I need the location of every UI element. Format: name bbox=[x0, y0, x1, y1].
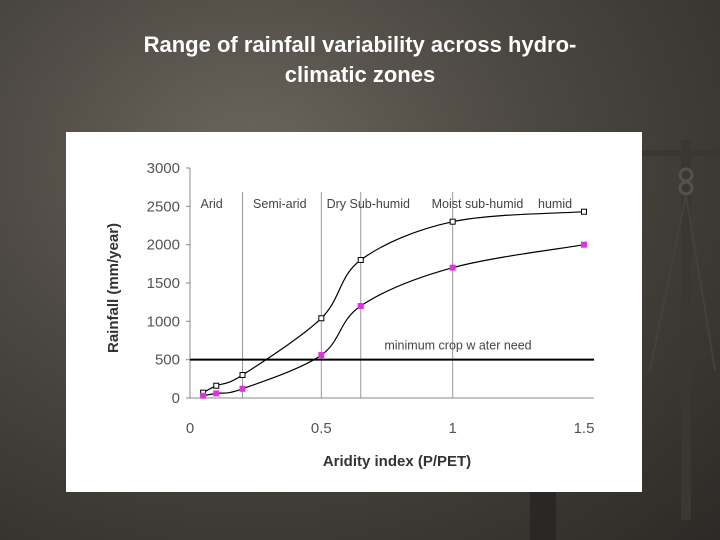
series-2-point bbox=[200, 392, 207, 399]
zone-label: humid bbox=[538, 197, 572, 211]
y-tick-label: 0 bbox=[172, 390, 180, 407]
x-axis-title: Aridity index (P/PET) bbox=[323, 453, 471, 470]
series-1-point bbox=[318, 315, 325, 322]
series-markers bbox=[200, 208, 587, 399]
y-tick-label: 500 bbox=[155, 352, 180, 369]
zone-boundary-lines bbox=[242, 192, 454, 398]
y-axis-title: Rainfall (mm/year) bbox=[105, 223, 122, 353]
x-tick-label: 1.5 bbox=[574, 420, 595, 437]
series-2-point bbox=[318, 352, 325, 359]
series-lines bbox=[202, 211, 585, 397]
reference-line-label: minimum crop w ater need bbox=[384, 339, 531, 353]
chart-panel: 0 500 1000 1500 2000 2500 3000 0 0.5 1 1.5 minimum … bbox=[66, 132, 642, 492]
series-1-point bbox=[581, 208, 587, 215]
series-1-point bbox=[239, 372, 246, 378]
zone-label: Dry Sub-humid bbox=[327, 197, 410, 211]
y-tick-label: 2500 bbox=[147, 198, 180, 215]
series-2-point bbox=[357, 303, 364, 309]
series-1-point bbox=[213, 382, 220, 389]
series-1-point bbox=[449, 218, 456, 225]
series-2-line bbox=[202, 244, 585, 397]
slide-title: Range of rainfall variability across hyd… bbox=[40, 30, 680, 90]
series-2-point bbox=[581, 241, 587, 248]
slide-title-line-1: Range of rainfall variability across hyd… bbox=[143, 32, 577, 57]
x-tick-label: 0.5 bbox=[311, 420, 332, 437]
slide-title-line-2: climatic zones bbox=[284, 62, 436, 87]
zone-label: Semi-arid bbox=[253, 197, 307, 211]
x-tick-label: 0 bbox=[186, 420, 194, 437]
zone-label: Moist sub-humid bbox=[432, 197, 524, 211]
chart-texts: 0 500 1000 1500 2000 2500 3000 0 0.5 1 1.5 minimum … bbox=[147, 160, 595, 437]
series-2-point bbox=[239, 385, 246, 392]
x-tick-label: 1 bbox=[448, 420, 456, 437]
y-tick-label: 2000 bbox=[147, 237, 180, 254]
rainfall-chart: 0 500 1000 1500 2000 2500 3000 0 0.5 1 1.5 minimum … bbox=[105, 160, 595, 470]
y-tick-label: 3000 bbox=[147, 160, 180, 177]
y-tick-label: 1500 bbox=[147, 275, 180, 292]
series-1-point bbox=[357, 257, 364, 263]
y-tick-label: 1000 bbox=[147, 313, 180, 330]
series-2-point bbox=[213, 390, 220, 397]
zone-label: Arid bbox=[201, 197, 223, 211]
series-1-line bbox=[202, 211, 585, 394]
series-2-point bbox=[449, 264, 456, 271]
